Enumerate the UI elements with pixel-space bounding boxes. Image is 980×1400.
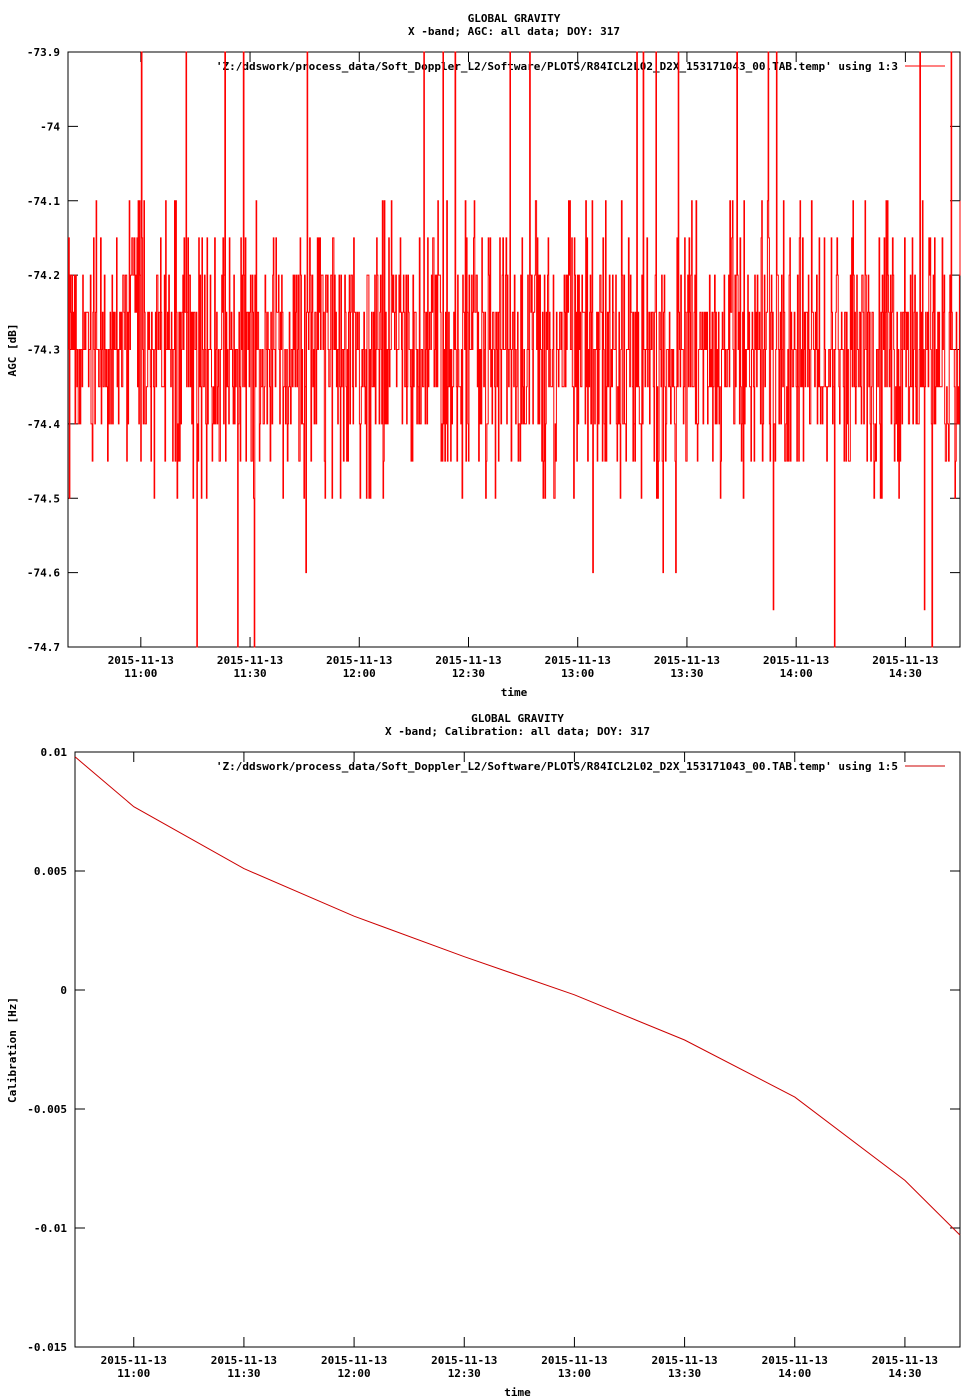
x-tick-date-label: 2015-11-13 [321, 1354, 387, 1367]
chart-title: GLOBAL GRAVITY [468, 12, 561, 25]
y-tick-label: -0.015 [27, 1341, 67, 1354]
x-tick-date-label: 2015-11-13 [654, 654, 720, 667]
x-tick-date-label: 2015-11-13 [545, 654, 611, 667]
x-tick-time-label: 12:30 [452, 667, 485, 680]
y-tick-label: 0.005 [34, 865, 67, 878]
y-tick-label: -74.7 [27, 641, 60, 654]
x-tick-date-label: 2015-11-13 [101, 1354, 167, 1367]
y-tick-label: -73.9 [27, 46, 60, 59]
x-tick-time-label: 11:30 [227, 1367, 260, 1380]
series-line [68, 51, 961, 648]
x-tick-time-label: 14:00 [780, 667, 813, 680]
chart-subtitle: X -band; Calibration: all data; DOY: 317 [385, 725, 650, 738]
x-tick-time-label: 11:00 [117, 1367, 150, 1380]
x-tick-time-label: 13:00 [558, 1367, 591, 1380]
x-tick-time-label: 13:30 [668, 1367, 701, 1380]
x-tick-date-label: 2015-11-13 [435, 654, 501, 667]
x-axis-label: time [504, 1386, 531, 1399]
x-tick-date-label: 2015-11-13 [872, 654, 938, 667]
y-tick-label: -74.6 [27, 567, 60, 580]
x-tick-time-label: 12:00 [343, 667, 376, 680]
y-tick-label: 0 [60, 984, 67, 997]
y-tick-label: -74.2 [27, 269, 60, 282]
x-tick-date-label: 2015-11-13 [763, 654, 829, 667]
x-tick-date-label: 2015-11-13 [108, 654, 174, 667]
y-tick-label: -0.01 [34, 1222, 67, 1235]
x-tick-date-label: 2015-11-13 [872, 1354, 938, 1367]
chart-subtitle: X -band; AGC: all data; DOY: 317 [408, 25, 620, 38]
x-tick-time-label: 11:30 [233, 667, 266, 680]
y-axis-label: AGC [dB] [6, 324, 19, 377]
y-tick-label: -74 [40, 120, 60, 133]
y-tick-label: -74.5 [27, 492, 60, 505]
x-tick-date-label: 2015-11-13 [211, 1354, 277, 1367]
x-axis-label: time [501, 686, 528, 699]
y-axis-label: Calibration [Hz] [6, 997, 19, 1103]
legend-label: 'Z:/ddswork/process_data/Soft_Doppler_L2… [216, 760, 898, 773]
x-tick-time-label: 12:30 [448, 1367, 481, 1380]
x-tick-time-label: 11:00 [124, 667, 157, 680]
series-line [74, 756, 961, 1236]
y-tick-label: -74.3 [27, 344, 60, 357]
y-tick-label: 0.01 [41, 746, 68, 759]
x-tick-date-label: 2015-11-13 [651, 1354, 717, 1367]
y-tick-label: -74.4 [27, 418, 60, 431]
plot-frame [74, 751, 961, 1348]
x-tick-date-label: 2015-11-13 [762, 1354, 828, 1367]
x-tick-time-label: 14:30 [888, 1367, 921, 1380]
x-tick-time-label: 12:00 [338, 1367, 371, 1380]
x-tick-date-label: 2015-11-13 [217, 654, 283, 667]
legend-label: 'Z:/ddswork/process_data/Soft_Doppler_L2… [216, 60, 898, 73]
x-tick-time-label: 14:00 [778, 1367, 811, 1380]
y-tick-label: -74.1 [27, 195, 60, 208]
chart-title: GLOBAL GRAVITY [471, 712, 564, 725]
x-tick-date-label: 2015-11-13 [541, 1354, 607, 1367]
x-tick-time-label: 13:30 [670, 667, 703, 680]
y-tick-label: -0.005 [27, 1103, 67, 1116]
x-tick-time-label: 14:30 [889, 667, 922, 680]
x-tick-date-label: 2015-11-13 [431, 1354, 497, 1367]
x-tick-time-label: 13:00 [561, 667, 594, 680]
x-tick-date-label: 2015-11-13 [326, 654, 392, 667]
